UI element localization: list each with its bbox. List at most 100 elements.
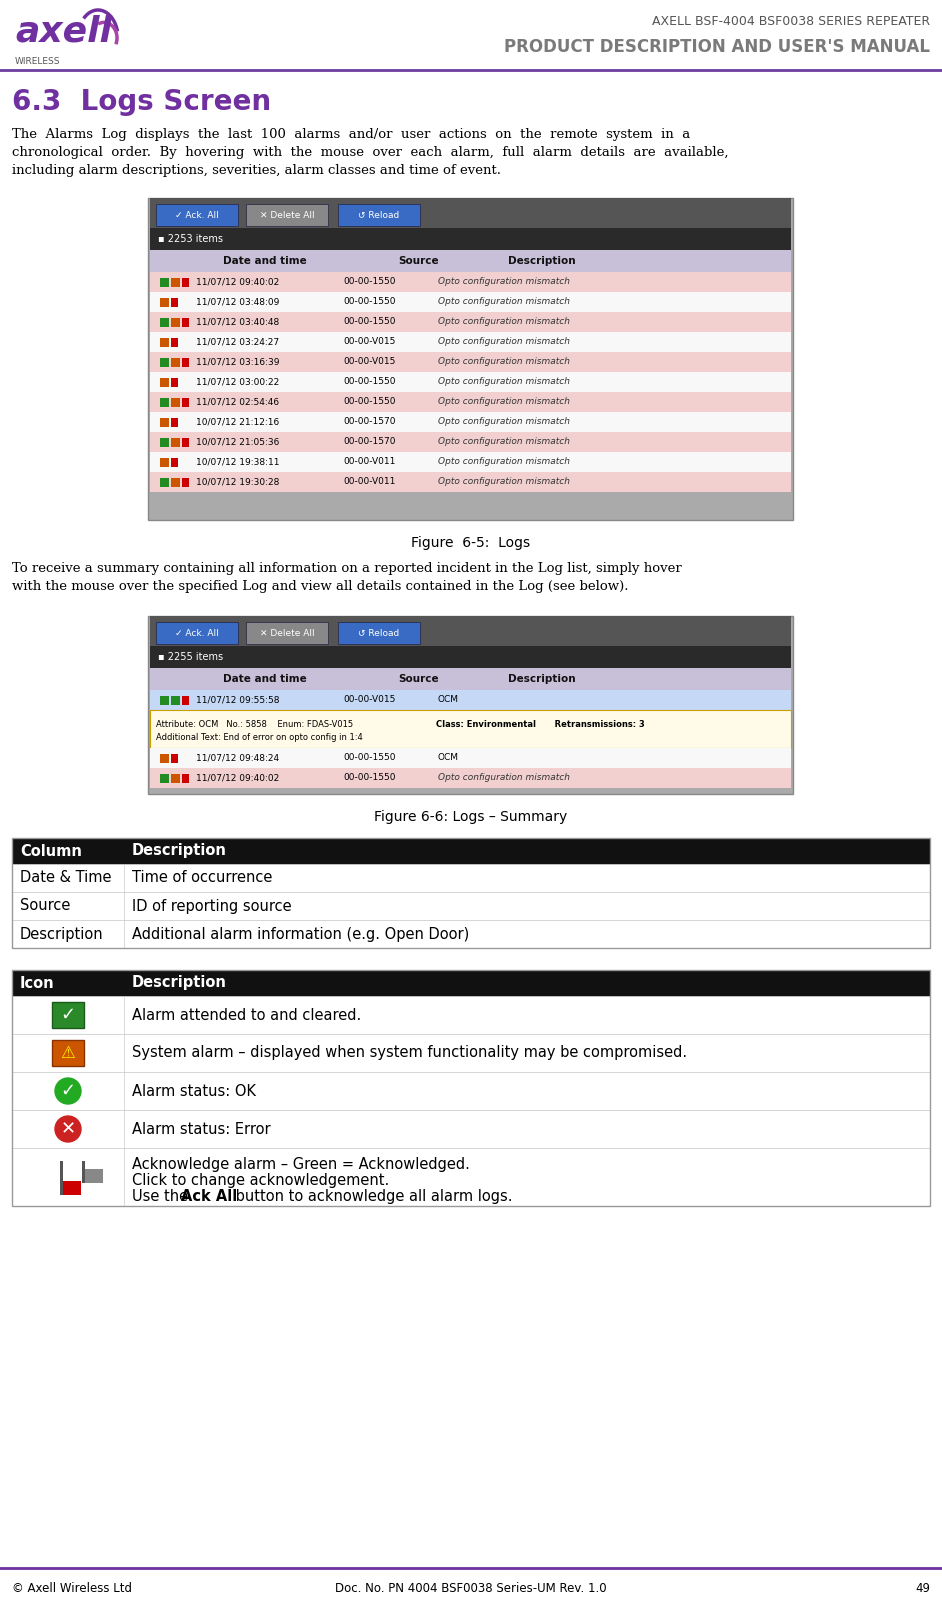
Text: Retransmissions: 3: Retransmissions: 3 [546, 720, 644, 730]
Text: Acknowledge alarm – Green = Acknowledged.: Acknowledge alarm – Green = Acknowledged… [132, 1157, 470, 1171]
Bar [171, 278, 180, 286]
Bar [160, 696, 169, 706]
Circle shape [55, 1117, 81, 1142]
Text: Use the: Use the [132, 1189, 193, 1203]
Text: System alarm – displayed when system functionality may be compromised.: System alarm – displayed when system fun… [132, 1045, 687, 1061]
Bar [160, 438, 169, 446]
Bar [150, 451, 791, 472]
Bar [150, 227, 791, 250]
Text: Date & Time: Date & Time [20, 870, 111, 885]
Bar [12, 995, 930, 1034]
Text: axell: axell [15, 14, 112, 50]
Text: Alarm status: OK: Alarm status: OK [132, 1083, 256, 1099]
Text: Description: Description [508, 256, 576, 266]
Bar [150, 250, 791, 272]
Text: ✓: ✓ [60, 1082, 75, 1101]
Text: Opto configuration mismatch: Opto configuration mismatch [438, 418, 570, 427]
Text: 11/07/12 03:48:09: 11/07/12 03:48:09 [196, 298, 280, 307]
Bar [182, 398, 189, 406]
Bar [150, 690, 791, 710]
Text: 00-00-V011: 00-00-V011 [343, 477, 396, 486]
Text: 10/07/12 19:38:11: 10/07/12 19:38:11 [196, 458, 280, 467]
Text: Opto configuration mismatch: Opto configuration mismatch [438, 357, 570, 366]
Bar [12, 1149, 930, 1206]
Bar [150, 352, 791, 371]
Text: © Axell Wireless Ltd: © Axell Wireless Ltd [12, 1582, 132, 1595]
Bar [182, 318, 189, 326]
Bar [182, 358, 189, 366]
Text: ✓ Ack. All: ✓ Ack. All [175, 629, 219, 637]
Bar [171, 378, 178, 387]
Bar [160, 418, 169, 427]
Text: including alarm descriptions, severities, alarm classes and time of event.: including alarm descriptions, severities… [12, 165, 501, 178]
Bar [150, 392, 791, 411]
Text: 00-00-1550: 00-00-1550 [343, 277, 396, 286]
Text: ▪ 2253 items: ▪ 2253 items [158, 234, 223, 243]
Text: Opto configuration mismatch: Opto configuration mismatch [438, 338, 570, 347]
Bar [171, 338, 178, 347]
Text: button to acknowledge all alarm logs.: button to acknowledge all alarm logs. [231, 1189, 512, 1203]
Bar [246, 622, 328, 643]
Text: 00-00-1550: 00-00-1550 [343, 298, 396, 307]
Bar [150, 749, 791, 768]
Bar [52, 1040, 84, 1066]
Text: 6.3  Logs Screen: 6.3 Logs Screen [12, 88, 271, 117]
Text: 11/07/12 03:16:39: 11/07/12 03:16:39 [196, 357, 280, 366]
Bar [182, 278, 189, 286]
Bar [171, 438, 180, 446]
Text: Opto configuration mismatch: Opto configuration mismatch [438, 397, 570, 406]
Bar [160, 378, 169, 387]
Bar [150, 371, 791, 392]
Text: 10/07/12 19:30:28: 10/07/12 19:30:28 [196, 477, 280, 486]
Bar [12, 838, 930, 947]
Text: Column: Column [20, 843, 82, 859]
Text: Description: Description [132, 976, 227, 990]
Bar [52, 1002, 84, 1029]
Text: Opto configuration mismatch: Opto configuration mismatch [438, 277, 570, 286]
Text: chronological  order.  By  hovering  with  the  mouse  over  each  alarm,  full : chronological order. By hovering with th… [12, 146, 728, 158]
Text: Date and time: Date and time [223, 674, 307, 685]
Text: 11/07/12 09:48:24: 11/07/12 09:48:24 [196, 754, 279, 763]
Bar [82, 1162, 85, 1182]
Text: Figure 6-6: Logs – Summary: Figure 6-6: Logs – Summary [374, 810, 568, 824]
Text: Alarm status: Error: Alarm status: Error [132, 1122, 270, 1136]
Text: Opto configuration mismatch: Opto configuration mismatch [438, 437, 570, 446]
Text: Additional alarm information (e.g. Open Door): Additional alarm information (e.g. Open … [132, 926, 469, 941]
Bar [12, 970, 930, 995]
Bar [12, 970, 930, 1206]
Bar [171, 458, 178, 467]
Bar [150, 291, 791, 312]
Text: ✕ Delete All: ✕ Delete All [260, 211, 315, 219]
Text: 11/07/12 02:54:46: 11/07/12 02:54:46 [196, 397, 279, 406]
Text: Date and time: Date and time [223, 256, 307, 266]
Text: OCM: OCM [438, 696, 459, 704]
Bar [150, 710, 791, 749]
Text: WIRELESS: WIRELESS [15, 58, 60, 66]
Text: Source: Source [398, 256, 439, 266]
Text: 11/07/12 03:24:27: 11/07/12 03:24:27 [196, 338, 279, 347]
Text: The  Alarms  Log  displays  the  last  100  alarms  and/or  user  actions  on  t: The Alarms Log displays the last 100 ala… [12, 128, 690, 141]
Text: 49: 49 [915, 1582, 930, 1595]
Bar [171, 398, 180, 406]
Circle shape [55, 1078, 81, 1104]
Bar [171, 478, 180, 486]
Text: Figure  6-5:  Logs: Figure 6-5: Logs [412, 536, 530, 550]
Text: Description: Description [508, 674, 576, 685]
Text: Opto configuration mismatch: Opto configuration mismatch [438, 477, 570, 486]
Text: OCM: OCM [438, 754, 459, 763]
Text: Ack All: Ack All [181, 1189, 237, 1203]
Bar [150, 272, 791, 291]
Bar [171, 418, 178, 427]
Bar [150, 411, 791, 432]
Text: 00-00-1550: 00-00-1550 [343, 317, 396, 326]
Text: Icon: Icon [20, 976, 55, 990]
Bar [156, 203, 238, 226]
Text: 11/07/12 09:55:58: 11/07/12 09:55:58 [196, 696, 280, 704]
Text: 11/07/12 09:40:02: 11/07/12 09:40:02 [196, 773, 279, 782]
Bar [160, 478, 169, 486]
Bar [150, 198, 791, 227]
Text: Description: Description [20, 926, 104, 941]
Text: Doc. No. PN 4004 BSF0038 Series-UM Rev. 1.0: Doc. No. PN 4004 BSF0038 Series-UM Rev. … [335, 1582, 607, 1595]
Text: Opto configuration mismatch: Opto configuration mismatch [438, 298, 570, 307]
Bar [150, 432, 791, 451]
